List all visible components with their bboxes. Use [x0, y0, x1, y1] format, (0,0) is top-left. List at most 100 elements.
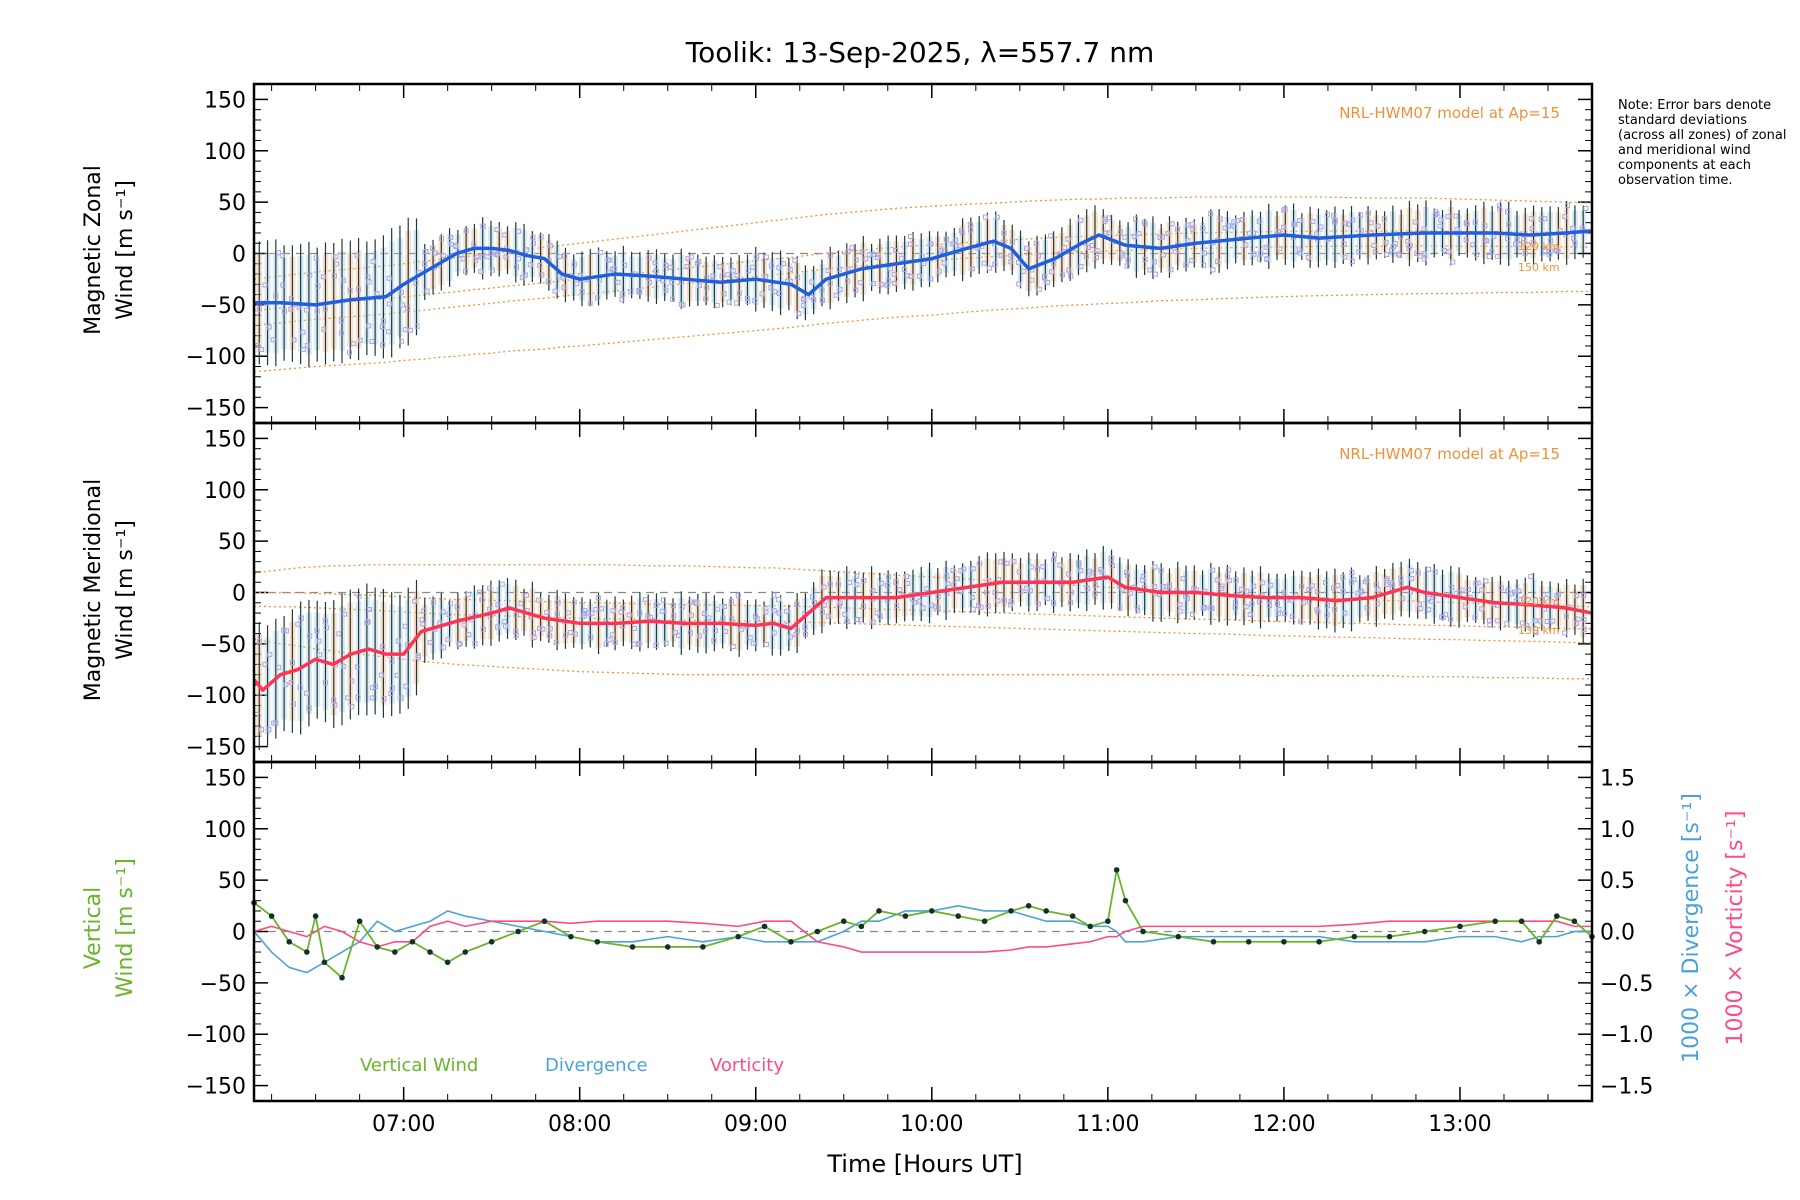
zonal-zone-marker — [303, 307, 309, 313]
zonal-zone-marker — [763, 254, 769, 260]
meridional-zone-marker — [370, 685, 376, 691]
vertical-wind-point — [1553, 913, 1560, 919]
vertical-ytick-label: 150 — [204, 766, 246, 791]
meridional-zone-marker — [1276, 610, 1282, 616]
meridional-zone-marker — [1226, 567, 1232, 573]
zonal-zone-marker — [480, 223, 486, 229]
vertical-ytick-label: −50 — [200, 972, 246, 997]
meridional-zone-marker — [754, 616, 760, 622]
meridional-zone-marker — [495, 624, 501, 630]
zonal-zone-marker — [1189, 258, 1195, 264]
zonal-zone-marker — [1341, 241, 1347, 247]
meridional-zone-marker — [860, 603, 866, 609]
zonal-zone-marker — [1383, 240, 1389, 246]
zonal-zone-marker — [1514, 237, 1520, 243]
meridional-zone-marker — [784, 608, 790, 614]
zonal-zone-marker — [355, 286, 361, 292]
meridional-zone-marker — [1374, 582, 1380, 588]
zonal-zone-marker — [1506, 222, 1512, 228]
zonal-zone-marker — [515, 228, 521, 234]
meridional-zone-marker — [1505, 588, 1511, 594]
zonal-zone-marker — [1024, 245, 1030, 251]
zonal-zone-marker — [332, 273, 338, 279]
zonal-zone-marker — [320, 274, 326, 280]
zonal-zone-marker — [1103, 230, 1109, 236]
zonal-zone-marker — [893, 247, 899, 253]
meridional-zone-marker — [1575, 616, 1581, 622]
zonal-zone-marker — [404, 305, 410, 311]
zonal-zone-marker — [1555, 249, 1561, 255]
meridional-zone-marker — [267, 652, 273, 658]
meridional-zone-marker — [877, 614, 883, 620]
zonal-zone-marker — [908, 273, 914, 279]
meridional-zone-marker — [1152, 583, 1158, 589]
zonal-zone-marker — [746, 268, 752, 274]
right-ytick-label: 1.5 — [1600, 766, 1635, 791]
zonal-zone-marker — [901, 266, 907, 272]
meridional-zone-marker — [771, 630, 777, 636]
zonal-model-lower — [253, 290, 1592, 373]
meridional-zone-marker — [660, 597, 666, 603]
zonal-zone-marker — [1217, 216, 1223, 222]
zonal-zone-marker — [1482, 223, 1488, 229]
meridional-zone-marker — [1331, 585, 1337, 591]
meridional-zone-marker — [1544, 618, 1550, 624]
zonal-zone-marker — [998, 253, 1004, 259]
meridional-zone-marker — [445, 637, 451, 643]
zonal-zone-marker — [825, 268, 831, 274]
zonal-zone-marker — [928, 276, 934, 282]
zonal-zone-marker — [680, 302, 686, 308]
zonal-zone-marker — [1310, 218, 1316, 224]
meridional-zone-marker — [688, 630, 694, 636]
zonal-zone-marker — [884, 282, 890, 288]
zonal-zone-marker — [1008, 259, 1014, 265]
zonal-zone-marker — [1226, 223, 1232, 229]
zonal-zone-marker — [684, 264, 690, 270]
meridional-zone-marker — [1563, 613, 1569, 619]
meridional-zone-marker — [854, 573, 860, 579]
zonal-alt-label-1: 120 km — [1518, 240, 1560, 253]
zonal-zone-marker — [646, 255, 652, 261]
zonal-zone-marker — [489, 267, 495, 273]
zonal-zone-marker — [1520, 240, 1526, 246]
zonal-zone-marker — [530, 234, 536, 240]
zonal-zone-marker — [967, 227, 973, 233]
zonal-zone-marker — [1496, 203, 1502, 209]
vertical-wind-point — [1087, 923, 1094, 930]
zonal-zone-marker — [871, 281, 877, 287]
meridional-zone-marker — [486, 585, 492, 591]
vertical-wind-point — [1316, 938, 1322, 945]
zonal-zone-marker — [772, 289, 778, 295]
zonal-zone-marker — [440, 252, 446, 258]
meridional-zone-marker — [912, 600, 918, 606]
meridional-zone-marker — [1340, 588, 1346, 594]
zonal-zone-marker — [1094, 254, 1100, 260]
meridional-zone-marker — [390, 685, 396, 691]
vertical-wind-point — [761, 923, 768, 930]
zonal-zone-marker — [537, 263, 543, 269]
zonal-zone-marker — [1132, 234, 1138, 240]
zonal-zone-marker — [346, 349, 352, 355]
zonal-zone-marker — [539, 272, 545, 278]
zonal-zone-marker — [1029, 277, 1035, 283]
zonal-zone-marker — [1421, 226, 1427, 232]
meridional-zone-marker — [836, 603, 842, 609]
zonal-zone-marker — [503, 254, 509, 260]
zonal-zone-marker — [792, 257, 798, 263]
meridional-zone-marker — [701, 611, 707, 617]
vertical-wind-point — [788, 938, 794, 945]
meridional-zone-marker — [540, 626, 546, 632]
meridional-zone-marker — [1251, 583, 1257, 589]
meridional-zone-marker — [553, 640, 559, 646]
zonal-zone-marker — [982, 260, 988, 266]
meridional-zone-marker — [266, 727, 272, 733]
meridional-zone-marker — [472, 641, 478, 647]
zonal-zone-marker — [448, 241, 454, 247]
meridional-zone-marker — [356, 593, 362, 599]
zonal-zone-marker — [1530, 240, 1536, 246]
zonal-zone-marker — [1124, 263, 1130, 269]
zonal-zone-marker — [1172, 249, 1178, 255]
zonal-zone-marker — [414, 323, 420, 329]
x-tick-label: 09:00 — [724, 1112, 787, 1137]
